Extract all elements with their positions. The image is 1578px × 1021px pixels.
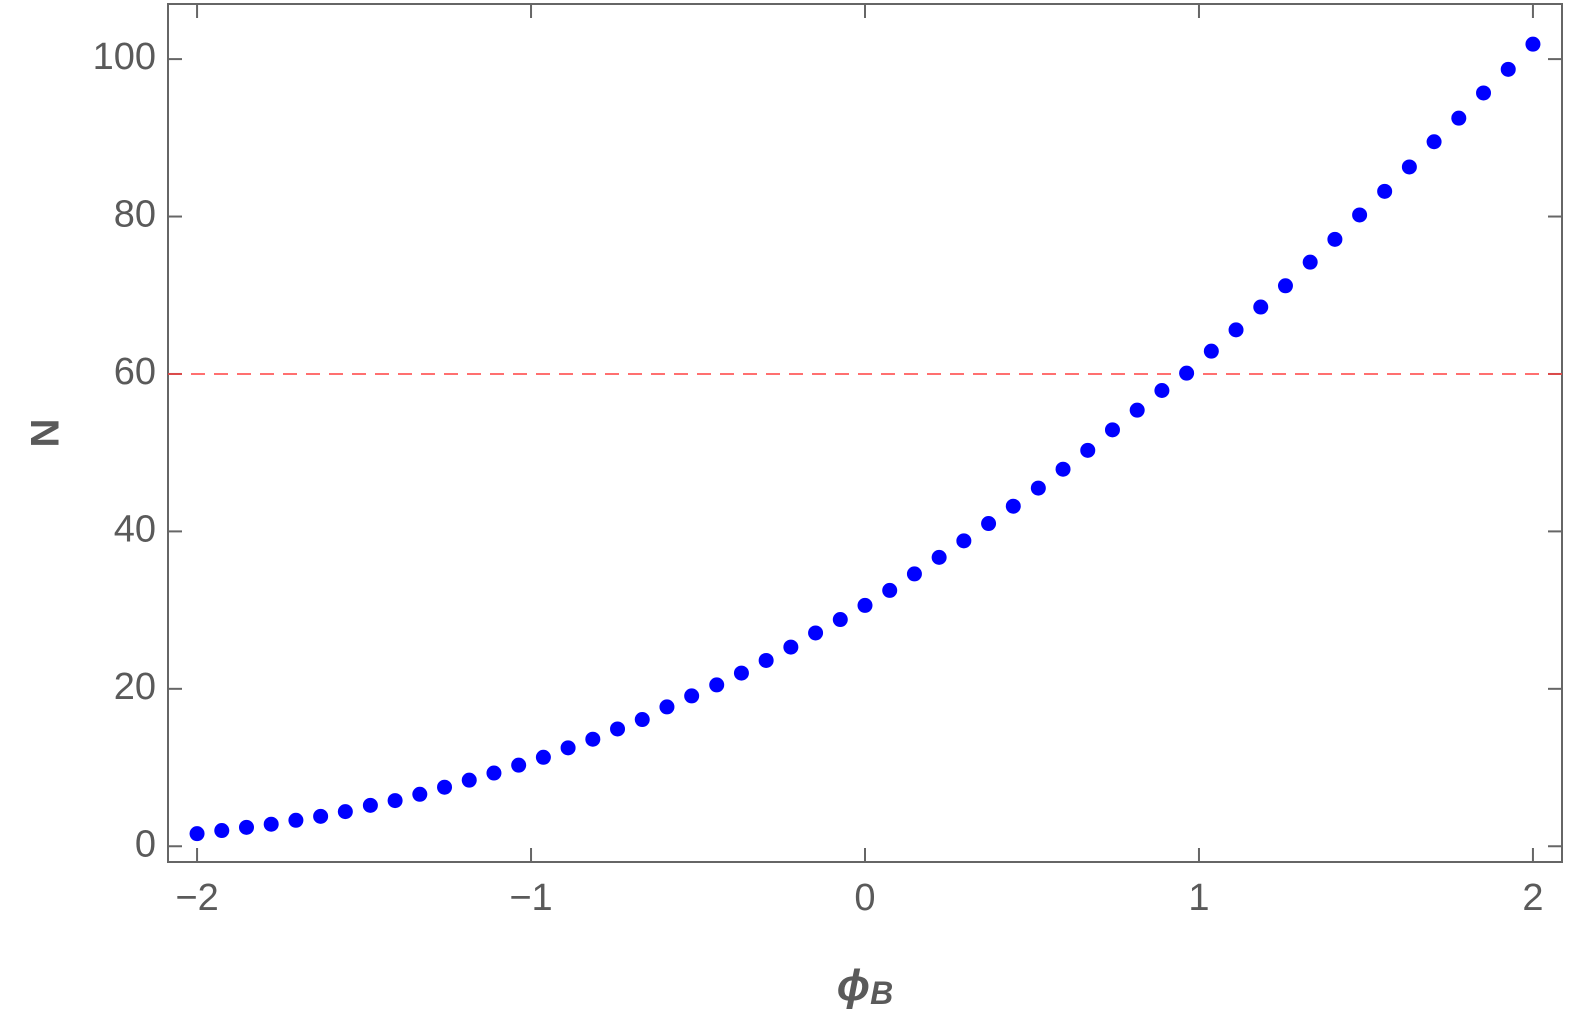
x-axis-label: ϕB — [837, 961, 893, 1012]
data-point — [263, 816, 279, 832]
data-point — [783, 639, 799, 655]
data-point — [387, 793, 403, 809]
data-point — [1352, 207, 1368, 223]
data-point — [511, 757, 527, 773]
data-point — [659, 699, 675, 715]
x-tick-label: 2 — [1522, 877, 1543, 919]
data-point — [337, 804, 353, 820]
data-point — [1401, 159, 1417, 175]
data-point — [1179, 365, 1195, 381]
data-point — [412, 786, 428, 802]
data-point — [1525, 36, 1541, 52]
data-point — [709, 677, 725, 693]
data-point — [1080, 442, 1096, 458]
data-point — [1327, 231, 1343, 247]
data-point — [906, 566, 922, 582]
data-point — [758, 652, 774, 668]
data-point — [981, 516, 997, 532]
y-tick-label: 20 — [114, 666, 156, 708]
data-point — [313, 808, 329, 824]
data-point — [733, 665, 749, 681]
data-point — [1426, 134, 1442, 150]
y-axis-label: N — [24, 419, 68, 448]
y-tick-label: 60 — [114, 351, 156, 393]
x-tick-label: 1 — [1188, 877, 1209, 919]
data-point — [1253, 299, 1269, 315]
data-point — [535, 749, 551, 765]
data-point — [882, 582, 898, 598]
data-point — [461, 772, 477, 788]
data-point — [1104, 422, 1120, 438]
x-tick-label: 0 — [854, 877, 875, 919]
data-point — [1055, 461, 1071, 477]
data-point — [288, 812, 304, 828]
data-point — [1277, 278, 1293, 294]
x-label-subscript: B — [870, 975, 893, 1011]
data-point — [1500, 61, 1516, 77]
data-point — [214, 823, 230, 839]
data-point — [1203, 343, 1219, 359]
data-point — [610, 721, 626, 737]
data-point — [1228, 322, 1244, 338]
data-point — [1005, 498, 1021, 514]
data-point — [1302, 254, 1318, 270]
data-point — [1377, 183, 1393, 199]
data-point — [437, 779, 453, 795]
data-point — [1154, 382, 1170, 398]
x-tick-label: −2 — [175, 877, 218, 919]
data-point — [585, 731, 601, 747]
data-point — [1129, 402, 1145, 418]
data-point — [362, 797, 378, 813]
x-tick-label: −1 — [509, 877, 552, 919]
data-point — [808, 625, 824, 641]
y-tick-label: 40 — [114, 508, 156, 550]
x-label-symbol: ϕ — [837, 961, 870, 1010]
data-point — [486, 765, 502, 781]
data-point — [634, 712, 650, 728]
y-tick-label: 0 — [135, 823, 156, 865]
data-point — [189, 826, 205, 842]
data-point — [1451, 110, 1467, 126]
data-point — [832, 612, 848, 628]
data-point — [956, 533, 972, 549]
data-point — [238, 819, 254, 835]
y-tick-label: 100 — [93, 36, 156, 78]
y-tick-label: 80 — [114, 194, 156, 236]
data-point — [931, 549, 947, 565]
data-point — [1030, 480, 1046, 496]
data-point — [1476, 85, 1492, 101]
plot-frame — [167, 3, 1563, 863]
data-point — [857, 597, 873, 613]
data-point — [560, 740, 576, 756]
data-point — [684, 688, 700, 704]
